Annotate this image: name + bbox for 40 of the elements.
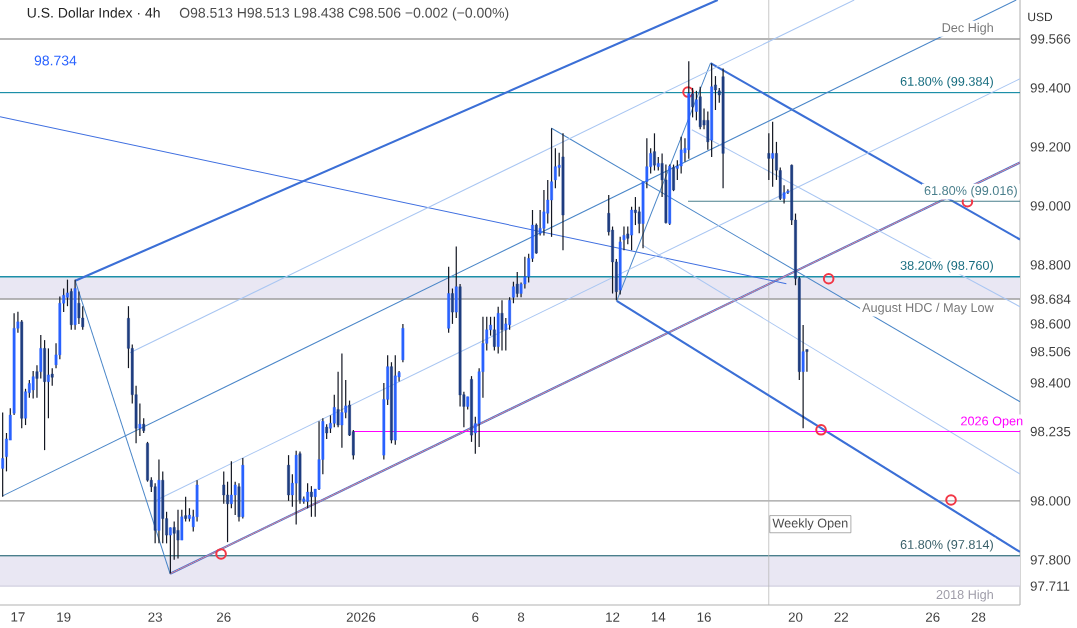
ref-line-label: Weekly Open <box>772 518 848 531</box>
x-tick-label: 16 <box>697 612 711 622</box>
y-tick-label: 99.200 <box>1030 142 1071 152</box>
y-tick-label: 98.400 <box>1030 378 1071 388</box>
y-tick-label: 98.235 <box>1030 426 1071 437</box>
x-tick-label: 17 <box>11 612 25 622</box>
y-tick-label: 99.000 <box>1030 201 1071 211</box>
annotation: 2026 Open <box>961 416 1023 428</box>
y-tick-label: 98.684 <box>1030 294 1071 304</box>
y-tick-label: 98.800 <box>1030 260 1071 270</box>
ref-line-label: 61.80% (99.384) <box>900 76 993 89</box>
x-tick-label: 12 <box>606 612 620 622</box>
y-tick-label: 98.600 <box>1030 319 1071 329</box>
x-tick-label: 19 <box>57 612 71 622</box>
annotation: 98.734 <box>34 55 77 66</box>
x-tick-label: 8 <box>517 612 525 622</box>
y-tick-label: 98.506 <box>1030 346 1071 357</box>
y-tick-label: 99.400 <box>1030 83 1071 93</box>
x-tick-label: 28 <box>971 612 986 622</box>
x-tick-label: 6 <box>472 612 479 622</box>
x-tick-label: 23 <box>148 612 162 622</box>
x-tick-label: 20 <box>788 612 803 622</box>
x-tick-label: 22 <box>834 612 848 622</box>
x-tick-label: 14 <box>651 612 666 622</box>
x-tick-label: 26 <box>925 612 940 622</box>
annotation: 61.80% (99.016) <box>924 185 1017 198</box>
y-tick-label: 97.711 <box>1030 581 1070 591</box>
ref-line-label: Dec High <box>942 22 993 35</box>
y-tick-label: 97.800 <box>1030 555 1071 565</box>
x-tick-label: 2026 <box>346 612 376 622</box>
chart-title: U.S. Dollar Index · 4h <box>27 7 160 18</box>
ref-line-label: 2018 High <box>936 589 993 602</box>
ref-line-label: August HDC / May Low <box>862 302 994 315</box>
y-tick-label: 98.000 <box>1030 496 1071 506</box>
x-tick-label: 26 <box>217 612 231 622</box>
ref-line-label: 38.20% (98.760) <box>900 260 993 273</box>
ref-line-label: 61.80% (97.814) <box>900 539 993 552</box>
text: O98.513 H98.513 L98.438 C98.506 −0.002 (−0.00%) <box>179 7 509 21</box>
y-tick-label: 99.566 <box>1030 34 1071 44</box>
y-axis-title: USD <box>1028 12 1053 22</box>
